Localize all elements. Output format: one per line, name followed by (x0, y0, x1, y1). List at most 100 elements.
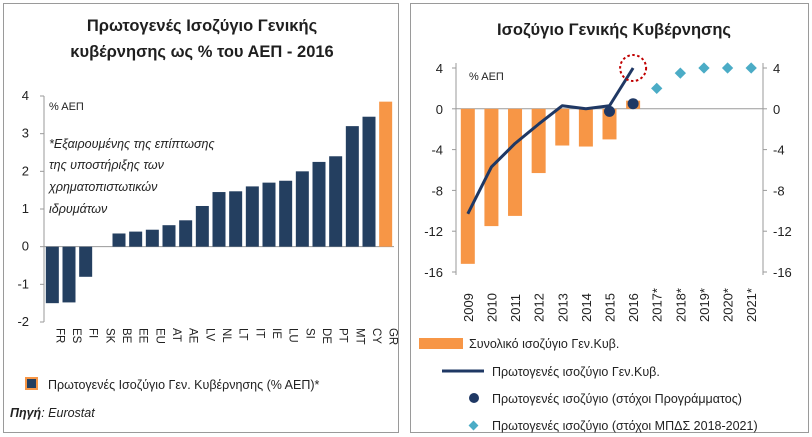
left-y-tick-2: 2 (22, 163, 29, 178)
left-bar-EU (145, 229, 159, 247)
right-y-tick-right-4: -12 (773, 224, 792, 239)
left-category-label-AT: AT (170, 328, 182, 342)
legend-swatch-total-balance (419, 338, 463, 349)
right-category-label-2021*: 2021* (744, 288, 759, 322)
left-note-line-2: της υποστήριξης των (49, 158, 165, 172)
left-bars (45, 101, 393, 304)
left-category-label-LT: LT (237, 328, 249, 341)
right-y-tick-left-0: 4 (436, 61, 443, 76)
right-category-label-2016: 2016 (626, 293, 641, 322)
right-bars (460, 100, 641, 264)
left-category-label-FR: FR (53, 328, 65, 343)
legend-label-total-balance: Συνολικό ισοζύγιο Γεν.Κυβ. (469, 337, 619, 351)
left-bar-ES (62, 246, 76, 303)
right-y-tick-left-5: -16 (424, 265, 443, 280)
right-chart-panel: Ισοζύγιο Γενικής Κυβέρνησης 4 4 0 0 -4 -4 -8 -8… (410, 3, 809, 433)
right-y-tick-left-3: -8 (431, 183, 443, 198)
left-bar-SI (295, 171, 309, 247)
left-category-label-IE: IE (270, 328, 282, 339)
left-category-labels: FR ES FI SK BE EE EU AT AE LV NL LT IT IE LU SI DE PT MT CY… (53, 328, 398, 345)
left-bar-FI (79, 246, 93, 277)
left-chart-title-line-1: Πρωτογενές Ισοζύγιο Γενικής (87, 17, 317, 35)
right-category-label-2013: 2013 (555, 293, 570, 322)
right-primary-balance-line (466, 67, 635, 215)
left-chart: Πρωτογενές Ισοζύγιο Γενικής κυβέρνησης ω… (10, 17, 399, 420)
left-bar-EE (129, 231, 143, 247)
right-category-label-2017*: 2017* (650, 288, 665, 322)
right-y-tick-left-1: 0 (436, 102, 443, 117)
left-category-label-GR: GR (387, 328, 399, 345)
left-category-label-ES: ES (70, 328, 82, 344)
right-bar-2014 (578, 108, 593, 147)
left-category-label-EU: EU (153, 328, 165, 344)
left-category-label-PT: PT (337, 328, 349, 343)
left-category-label-LV: LV (203, 328, 215, 342)
right-highlight-circle (619, 54, 648, 82)
right-primary-line (466, 67, 635, 215)
right-chart-title: Ισοζύγιο Γενικής Κυβέρνησης (497, 21, 731, 39)
right-bar-2013 (555, 108, 570, 146)
left-bar-IE (262, 182, 276, 247)
right-y-tick-right-3: -8 (773, 183, 785, 198)
right-y-tick-left-4: -12 (424, 224, 443, 239)
left-unit-label: % ΑΕΠ (49, 101, 84, 113)
left-bar-DE (312, 161, 326, 247)
left-y-tick-0: 4 (22, 88, 29, 103)
left-category-label-BE: BE (120, 328, 132, 344)
right-category-label-2009: 2009 (461, 293, 476, 322)
left-y-tick-4: 0 (22, 239, 29, 254)
right-y-tick-right-1: 0 (773, 102, 780, 117)
right-mtfs-target-2021* (745, 62, 757, 74)
left-bar-PT (329, 156, 343, 247)
legend-swatch-mtfs-targets (468, 420, 479, 431)
left-legend-swatch (25, 377, 38, 390)
left-bar-LT (229, 191, 243, 247)
right-program-target-2015 (604, 105, 615, 117)
left-legend-label: Πρωτογενές Ισοζύγιο Γεν. Κυβέρνησης (% Α… (48, 378, 320, 392)
right-category-label-2015: 2015 (603, 293, 618, 322)
right-bar-2011 (508, 108, 523, 216)
right-y-tick-right-2: -4 (773, 143, 785, 158)
right-mtfs-target-2017* (651, 82, 663, 95)
left-category-label-IT: IT (253, 328, 265, 338)
left-category-label-EE: EE (137, 328, 149, 344)
left-bar-LU (279, 180, 293, 247)
right-category-label-2019*: 2019* (697, 288, 712, 322)
source-value: : Eurostat (41, 406, 95, 420)
left-bar-CY (362, 116, 376, 247)
right-category-label-2012: 2012 (532, 293, 547, 322)
right-chart: Ισοζύγιο Γενικής Κυβέρνησης 4 4 0 0 -4 -4 -8 -8… (419, 21, 792, 433)
left-chart-title-line-2: κυβέρνησης ως % του ΑΕΠ - 2016 (70, 43, 333, 61)
left-bar-MT (345, 126, 359, 247)
left-note-line-4: ιδρυμάτων (49, 202, 108, 216)
left-category-label-CY: CY (370, 328, 382, 344)
left-y-ticks: 4 3 2 1 0 -1 -2 (17, 88, 44, 329)
legend-label-program-targets: Πρωτογενές ισοζύγιο (στόχοι Προγράμματος… (492, 392, 742, 406)
right-bar-2009 (460, 108, 475, 264)
right-program-target-2016 (627, 98, 639, 110)
right-mtfs-target-2018* (674, 67, 687, 79)
left-bar-GR (379, 101, 393, 247)
left-y-tick-6: -2 (17, 314, 29, 329)
left-bar-NL (212, 192, 226, 247)
left-category-label-SI: SI (303, 328, 315, 339)
left-bar-IT (245, 186, 259, 247)
right-mtfs-target-2020* (721, 62, 734, 74)
left-chart-panel: Πρωτογενές Ισοζύγιο Γενικής κυβέρνησης ω… (3, 3, 399, 433)
left-bar-FR (45, 246, 59, 304)
right-bar-2015 (602, 108, 617, 140)
right-y-tick-left-2: -4 (431, 143, 443, 158)
right-y-tick-right-5: -16 (773, 265, 792, 280)
left-category-label-AE: AE (187, 328, 199, 344)
left-category-label-DE: DE (320, 328, 332, 344)
legend-label-mtfs-targets: Πρωτογενές ισοζύγιο (στόχοι ΜΠΔΣ 2018-20… (492, 419, 758, 433)
right-y-tick-right-0: 4 (773, 61, 780, 76)
right-mtfs-target-2019* (698, 62, 710, 74)
right-bar-2012 (531, 108, 546, 174)
source-note: Πηγή: Eurostat (10, 406, 95, 420)
left-note-line-3: χρηματοπιστωτικών (48, 180, 158, 194)
left-y-tick-3: 1 (22, 201, 29, 216)
left-y-tick-5: -1 (17, 276, 29, 291)
left-y-tick-1: 3 (22, 126, 29, 141)
right-unit-label: % ΑΕΠ (469, 71, 504, 83)
